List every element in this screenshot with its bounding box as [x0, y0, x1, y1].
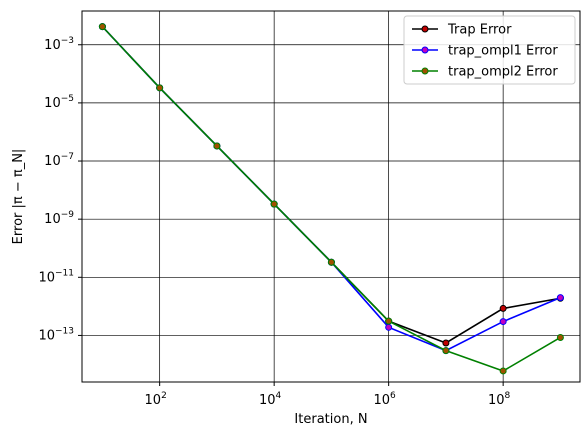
- y-tick-exponent: −7: [61, 152, 74, 162]
- legend-marker: [421, 25, 429, 33]
- legend-item: Trap Error: [412, 23, 512, 38]
- data-point: [499, 318, 507, 326]
- x-tick-exponent: 4: [276, 391, 282, 401]
- y-tick-exponent: −11: [55, 268, 74, 278]
- data-point: [327, 258, 335, 266]
- data-point: [556, 333, 564, 341]
- legend-label: Trap Error: [447, 23, 512, 38]
- data-point: [499, 304, 507, 312]
- legend-label: trap_ompl1 Error: [448, 44, 558, 59]
- data-point: [442, 339, 450, 347]
- x-tick-exponent: 8: [505, 391, 511, 401]
- data-point: [270, 200, 278, 208]
- data-point: [442, 347, 450, 355]
- plot-frame: [81, 10, 581, 383]
- data-point: [98, 23, 106, 31]
- y-tick-exponent: −9: [61, 210, 75, 220]
- series-lines: [98, 23, 564, 375]
- data-point: [385, 323, 393, 331]
- x-axis-label: Iteration, N: [294, 412, 367, 427]
- legend-label: trap_ompl2 Error: [448, 65, 558, 80]
- y-tick-exponent: −3: [61, 36, 74, 46]
- legend-marker: [421, 46, 429, 54]
- legend-box: [403, 15, 576, 85]
- legend: Trap Error trap_ompl1 Error trap_ompl2 Err…: [403, 15, 576, 85]
- x-tick-exponent: 6: [390, 391, 396, 401]
- legend-item: trap_ompl2 Error: [412, 65, 558, 80]
- data-point: [556, 294, 564, 302]
- data-point: [156, 84, 164, 92]
- y-tick-exponent: −5: [61, 94, 74, 104]
- series-3: [98, 23, 564, 375]
- legend-marker: [421, 67, 429, 75]
- legend-item: trap_ompl1 Error: [412, 44, 558, 59]
- y-tick-exponent: −13: [55, 326, 74, 336]
- grid-lines: [82, 11, 580, 382]
- data-point: [213, 142, 221, 150]
- data-point: [385, 317, 393, 325]
- x-tick-exponent: 2: [161, 391, 167, 401]
- data-point: [499, 367, 507, 375]
- y-axis-label: Error |π − π_N|: [11, 149, 26, 245]
